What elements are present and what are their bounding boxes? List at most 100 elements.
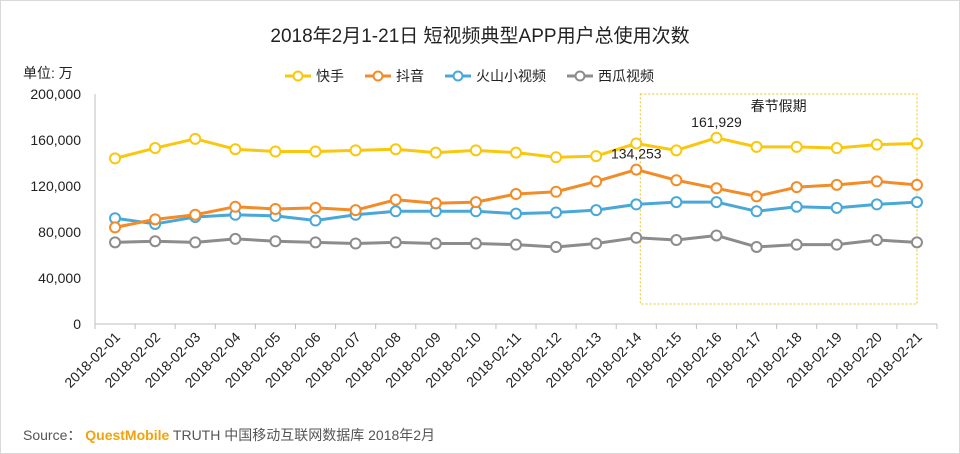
data-point — [510, 188, 522, 201]
data-point — [109, 152, 122, 165]
data-point — [790, 200, 803, 213]
y-tick-label: 80,000 — [38, 224, 81, 240]
data-point — [830, 178, 843, 191]
data-point — [750, 140, 763, 153]
data-point — [710, 229, 723, 242]
data-point — [910, 236, 923, 249]
data-label: 161,929 — [691, 114, 742, 130]
data-point — [149, 142, 162, 155]
data-point — [670, 144, 683, 157]
data-point — [229, 200, 242, 213]
data-point — [790, 140, 803, 153]
y-tick-label: 40,000 — [38, 270, 81, 286]
data-point — [710, 131, 723, 144]
data-point — [590, 237, 603, 250]
legend-swatch-marker — [292, 70, 304, 82]
legend-swatch-marker — [372, 70, 384, 82]
data-point — [590, 150, 603, 163]
data-point — [189, 236, 202, 249]
data-point — [710, 196, 723, 209]
legend-swatch-marker — [452, 70, 464, 82]
y-unit-label: 单位: 万 — [23, 65, 73, 81]
data-point — [550, 151, 563, 164]
data-point — [469, 237, 482, 250]
data-point — [429, 237, 442, 250]
data-point — [269, 203, 282, 215]
data-annotations: 134,253 161,929 — [611, 114, 742, 162]
legend-label: 快手 — [316, 68, 344, 84]
data-point — [830, 142, 843, 155]
data-point — [750, 190, 763, 203]
series-抖音 — [109, 163, 923, 234]
data-point — [349, 144, 362, 157]
data-point — [750, 205, 763, 218]
series-西瓜视频 — [109, 229, 923, 253]
legend-item: 抖音 — [365, 68, 424, 84]
data-point — [429, 146, 442, 159]
data-point — [630, 231, 643, 244]
source-brand: QuestMobile — [85, 427, 170, 443]
data-point — [269, 235, 282, 248]
data-point — [389, 205, 402, 218]
data-point — [870, 138, 883, 151]
data-point — [790, 181, 803, 194]
data-point — [309, 214, 322, 227]
data-point — [189, 132, 202, 145]
data-point — [630, 198, 643, 211]
data-point — [309, 236, 322, 249]
data-point — [550, 185, 563, 198]
data-point — [189, 208, 202, 221]
axes: 040,00080,000120,000160,000200,0002018-0… — [30, 86, 938, 391]
data-label: 134,253 — [611, 146, 662, 162]
chart-title: 2018年2月1-21日 短视频典型APP用户总使用次数 — [270, 25, 689, 47]
data-point — [429, 197, 442, 210]
source-text: TRUTH 中国移动互联网数据库 2018年2月 — [172, 427, 436, 443]
data-point — [870, 234, 883, 247]
data-point — [510, 238, 522, 251]
legend-label: 火山小视频 — [476, 68, 546, 84]
data-point — [229, 143, 242, 156]
series-快手 — [109, 131, 923, 165]
y-tick-label: 160,000 — [30, 132, 81, 148]
legend-label: 抖音 — [396, 68, 424, 84]
holiday-label: 春节假期 — [751, 98, 807, 114]
data-point — [389, 143, 402, 156]
data-point — [910, 137, 923, 150]
data-point — [550, 240, 563, 253]
data-point — [590, 204, 603, 217]
data-point — [910, 196, 923, 209]
series-group — [109, 131, 923, 253]
source-note: Source： QuestMobile TRUTH 中国移动互联网数据库 201… — [23, 425, 435, 445]
data-point — [229, 232, 242, 245]
data-point — [710, 182, 723, 195]
y-tick-label: 120,000 — [30, 178, 81, 194]
chart-canvas: 2018年2月1-21日 短视频典型APP用户总使用次数 单位: 万 快手 抖音 火… — [23, 25, 938, 391]
data-point — [550, 206, 563, 219]
data-point — [389, 193, 402, 206]
data-point — [469, 144, 482, 157]
data-point — [510, 207, 522, 220]
source-prefix: Source： — [23, 427, 82, 443]
data-point — [269, 145, 282, 158]
series-火山小视频 — [109, 196, 923, 230]
data-point — [910, 178, 923, 191]
data-point — [309, 201, 322, 214]
data-point — [830, 238, 843, 251]
y-tick-label: 0 — [73, 316, 81, 332]
data-point — [469, 196, 482, 209]
legend-swatch-marker — [574, 70, 586, 82]
data-point — [590, 175, 603, 188]
data-point — [149, 235, 162, 248]
data-point — [149, 213, 162, 226]
legend-item: 火山小视频 — [445, 68, 546, 84]
data-point — [349, 204, 362, 217]
data-point — [510, 146, 522, 159]
legend-label: 西瓜视频 — [598, 68, 654, 84]
y-tick-label: 200,000 — [30, 86, 81, 102]
data-point — [870, 175, 883, 188]
data-point — [670, 234, 683, 247]
data-point — [630, 137, 643, 150]
data-point — [389, 236, 402, 249]
data-point — [870, 198, 883, 211]
